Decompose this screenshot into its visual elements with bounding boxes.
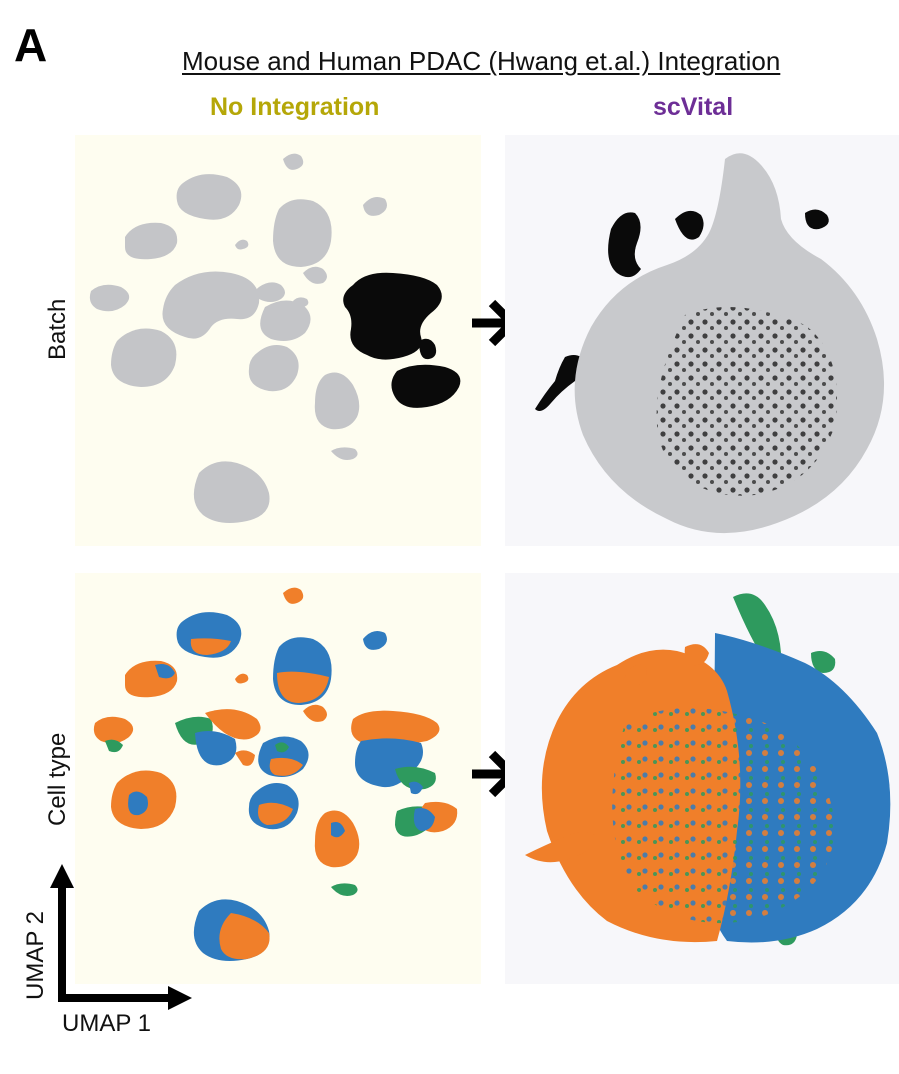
cluster-orange bbox=[525, 831, 599, 863]
cluster-grey bbox=[314, 372, 360, 430]
cluster-orange bbox=[684, 644, 709, 666]
cluster-green bbox=[105, 739, 123, 753]
axis-label-umap-1: UMAP 1 bbox=[62, 1010, 151, 1037]
cluster-grey bbox=[363, 197, 387, 216]
cluster-black bbox=[805, 209, 829, 230]
cluster-grey bbox=[89, 284, 130, 312]
cluster-orange bbox=[314, 810, 360, 868]
cluster-blue bbox=[195, 731, 237, 766]
cluster-black bbox=[343, 272, 442, 360]
cluster-orange bbox=[235, 673, 249, 684]
cluster-green bbox=[275, 742, 289, 753]
cluster-blue bbox=[128, 791, 148, 816]
cluster-grey bbox=[193, 461, 270, 523]
cluster-blue bbox=[409, 781, 423, 795]
column-header-scvital: scVital bbox=[653, 93, 734, 121]
cluster-grey bbox=[273, 199, 332, 267]
cluster-green bbox=[395, 766, 436, 790]
figure-title: Mouse and Human PDAC (Hwang et.al.) Inte… bbox=[182, 46, 781, 76]
cluster-grey bbox=[162, 271, 260, 339]
cluster-grey bbox=[283, 153, 304, 170]
cluster-black bbox=[391, 364, 461, 408]
cluster-grey bbox=[125, 222, 178, 260]
cluster-grey bbox=[248, 345, 299, 392]
cluster-orange bbox=[258, 802, 293, 825]
cluster-orange bbox=[205, 709, 261, 740]
umap-plot-no-integration-celltype bbox=[93, 587, 458, 961]
cluster-orange bbox=[283, 587, 304, 604]
cluster-orange bbox=[303, 704, 327, 722]
cluster-orange bbox=[623, 664, 647, 685]
umap-panel-no-integration-batch bbox=[75, 135, 481, 546]
cluster-grey bbox=[176, 174, 242, 220]
cluster-orange bbox=[235, 750, 255, 766]
cluster-black bbox=[608, 212, 641, 278]
cluster-grey bbox=[255, 282, 285, 302]
row-label-cell-type: Cell type bbox=[44, 732, 71, 826]
cluster-orange bbox=[93, 716, 134, 744]
cluster-grey bbox=[235, 239, 249, 250]
cluster-orange bbox=[351, 710, 440, 746]
cluster-green bbox=[331, 883, 358, 896]
panel-letter: A bbox=[14, 19, 48, 71]
cluster-grey bbox=[260, 300, 311, 341]
umap-axes-indicator bbox=[50, 864, 192, 1010]
umap-panel-scvital-celltype bbox=[505, 573, 899, 984]
umap-panel-no-integration-celltype bbox=[75, 573, 481, 984]
cluster-black bbox=[419, 338, 437, 360]
cluster-blue bbox=[363, 631, 387, 650]
axis-label-umap-2: UMAP 2 bbox=[22, 911, 49, 1000]
row-label-batch: Batch bbox=[44, 298, 71, 360]
cluster-orange bbox=[190, 638, 231, 655]
cluster-grey bbox=[111, 328, 177, 387]
cluster-green bbox=[733, 593, 781, 657]
cluster-black bbox=[675, 210, 704, 240]
cluster-orange bbox=[277, 671, 329, 703]
umap-plot-scvital-celltype bbox=[525, 593, 891, 946]
cluster-blue bbox=[331, 822, 345, 838]
cluster-orange bbox=[219, 913, 270, 960]
cluster-grey bbox=[303, 266, 327, 284]
column-header-no-integration: No Integration bbox=[210, 93, 380, 121]
umap-panel-scvital-batch bbox=[505, 135, 899, 546]
cluster-blue bbox=[155, 664, 175, 679]
cluster-grey bbox=[331, 447, 358, 460]
cluster-blue bbox=[413, 808, 435, 831]
mixed-region bbox=[612, 708, 835, 924]
cluster-orange bbox=[269, 757, 303, 776]
cluster-black bbox=[656, 307, 837, 496]
cluster-black bbox=[535, 355, 588, 411]
cluster-green bbox=[811, 651, 836, 673]
umap-plot-scvital-batch bbox=[535, 153, 885, 534]
umap-plot-no-integration-batch bbox=[89, 153, 461, 523]
